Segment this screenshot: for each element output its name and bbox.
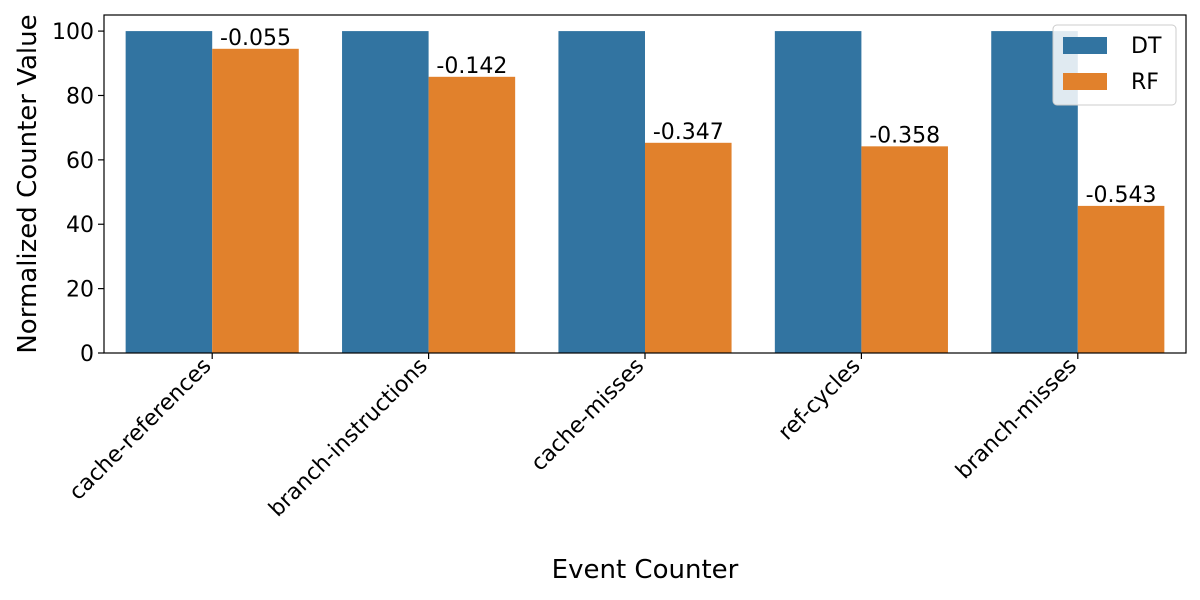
y-tick-label: 80 [66, 84, 94, 109]
legend-swatch-dt [1063, 37, 1107, 54]
x-axis-title: Event Counter [552, 555, 739, 585]
x-tick-label-branch-misses: branch-misses [951, 354, 1082, 485]
legend-label-rf: RF [1131, 70, 1159, 95]
legend-swatch-rf [1063, 73, 1107, 90]
y-tick-label: 100 [52, 20, 94, 45]
y-tick-label: 0 [80, 342, 94, 367]
y-tick-label: 60 [66, 149, 94, 174]
legend-label-dt: DT [1131, 34, 1162, 59]
legend: DT RF [1052, 24, 1177, 106]
y-axis-title: Normalized Counter Value [13, 14, 43, 353]
bar-dt-branch-instructions [342, 31, 429, 353]
bar-rf-cache-references [212, 48, 299, 354]
y-axis: 0 20 40 60 80 100 [52, 20, 104, 367]
bar-rf-ref-cycles [861, 146, 948, 353]
data-label-cache-references: -0.055 [220, 26, 291, 51]
x-tick-label-cache-references: cache-references [65, 354, 217, 506]
data-label-branch-instructions: -0.142 [436, 54, 507, 79]
bar-rf-cache-misses [645, 142, 732, 353]
x-tick-label-branch-instructions: branch-instructions [264, 354, 432, 522]
bar-dt-cache-misses [558, 31, 645, 353]
data-label-cache-misses: -0.347 [653, 120, 724, 145]
bar-dt-ref-cycles [774, 31, 862, 353]
y-tick-label: 20 [66, 278, 94, 303]
bar-dt-cache-references [125, 31, 213, 353]
y-tick-label: 40 [66, 213, 94, 238]
x-axis: cache-references branch-instructions cache… [65, 353, 1082, 522]
data-labels-group: -0.055 -0.142 -0.347 -0.358 -0.543 [220, 26, 1157, 208]
bar-rf-branch-instructions [428, 76, 516, 353]
data-label-branch-misses: -0.543 [1086, 183, 1157, 208]
bars-group [125, 31, 1165, 354]
data-label-ref-cycles: -0.358 [869, 123, 940, 148]
bar-rf-branch-misses [1077, 205, 1165, 353]
plot-frame [103, 14, 1187, 354]
x-tick-label-cache-misses: cache-misses [527, 354, 650, 477]
x-tick-label-ref-cycles: ref-cycles [774, 354, 866, 446]
